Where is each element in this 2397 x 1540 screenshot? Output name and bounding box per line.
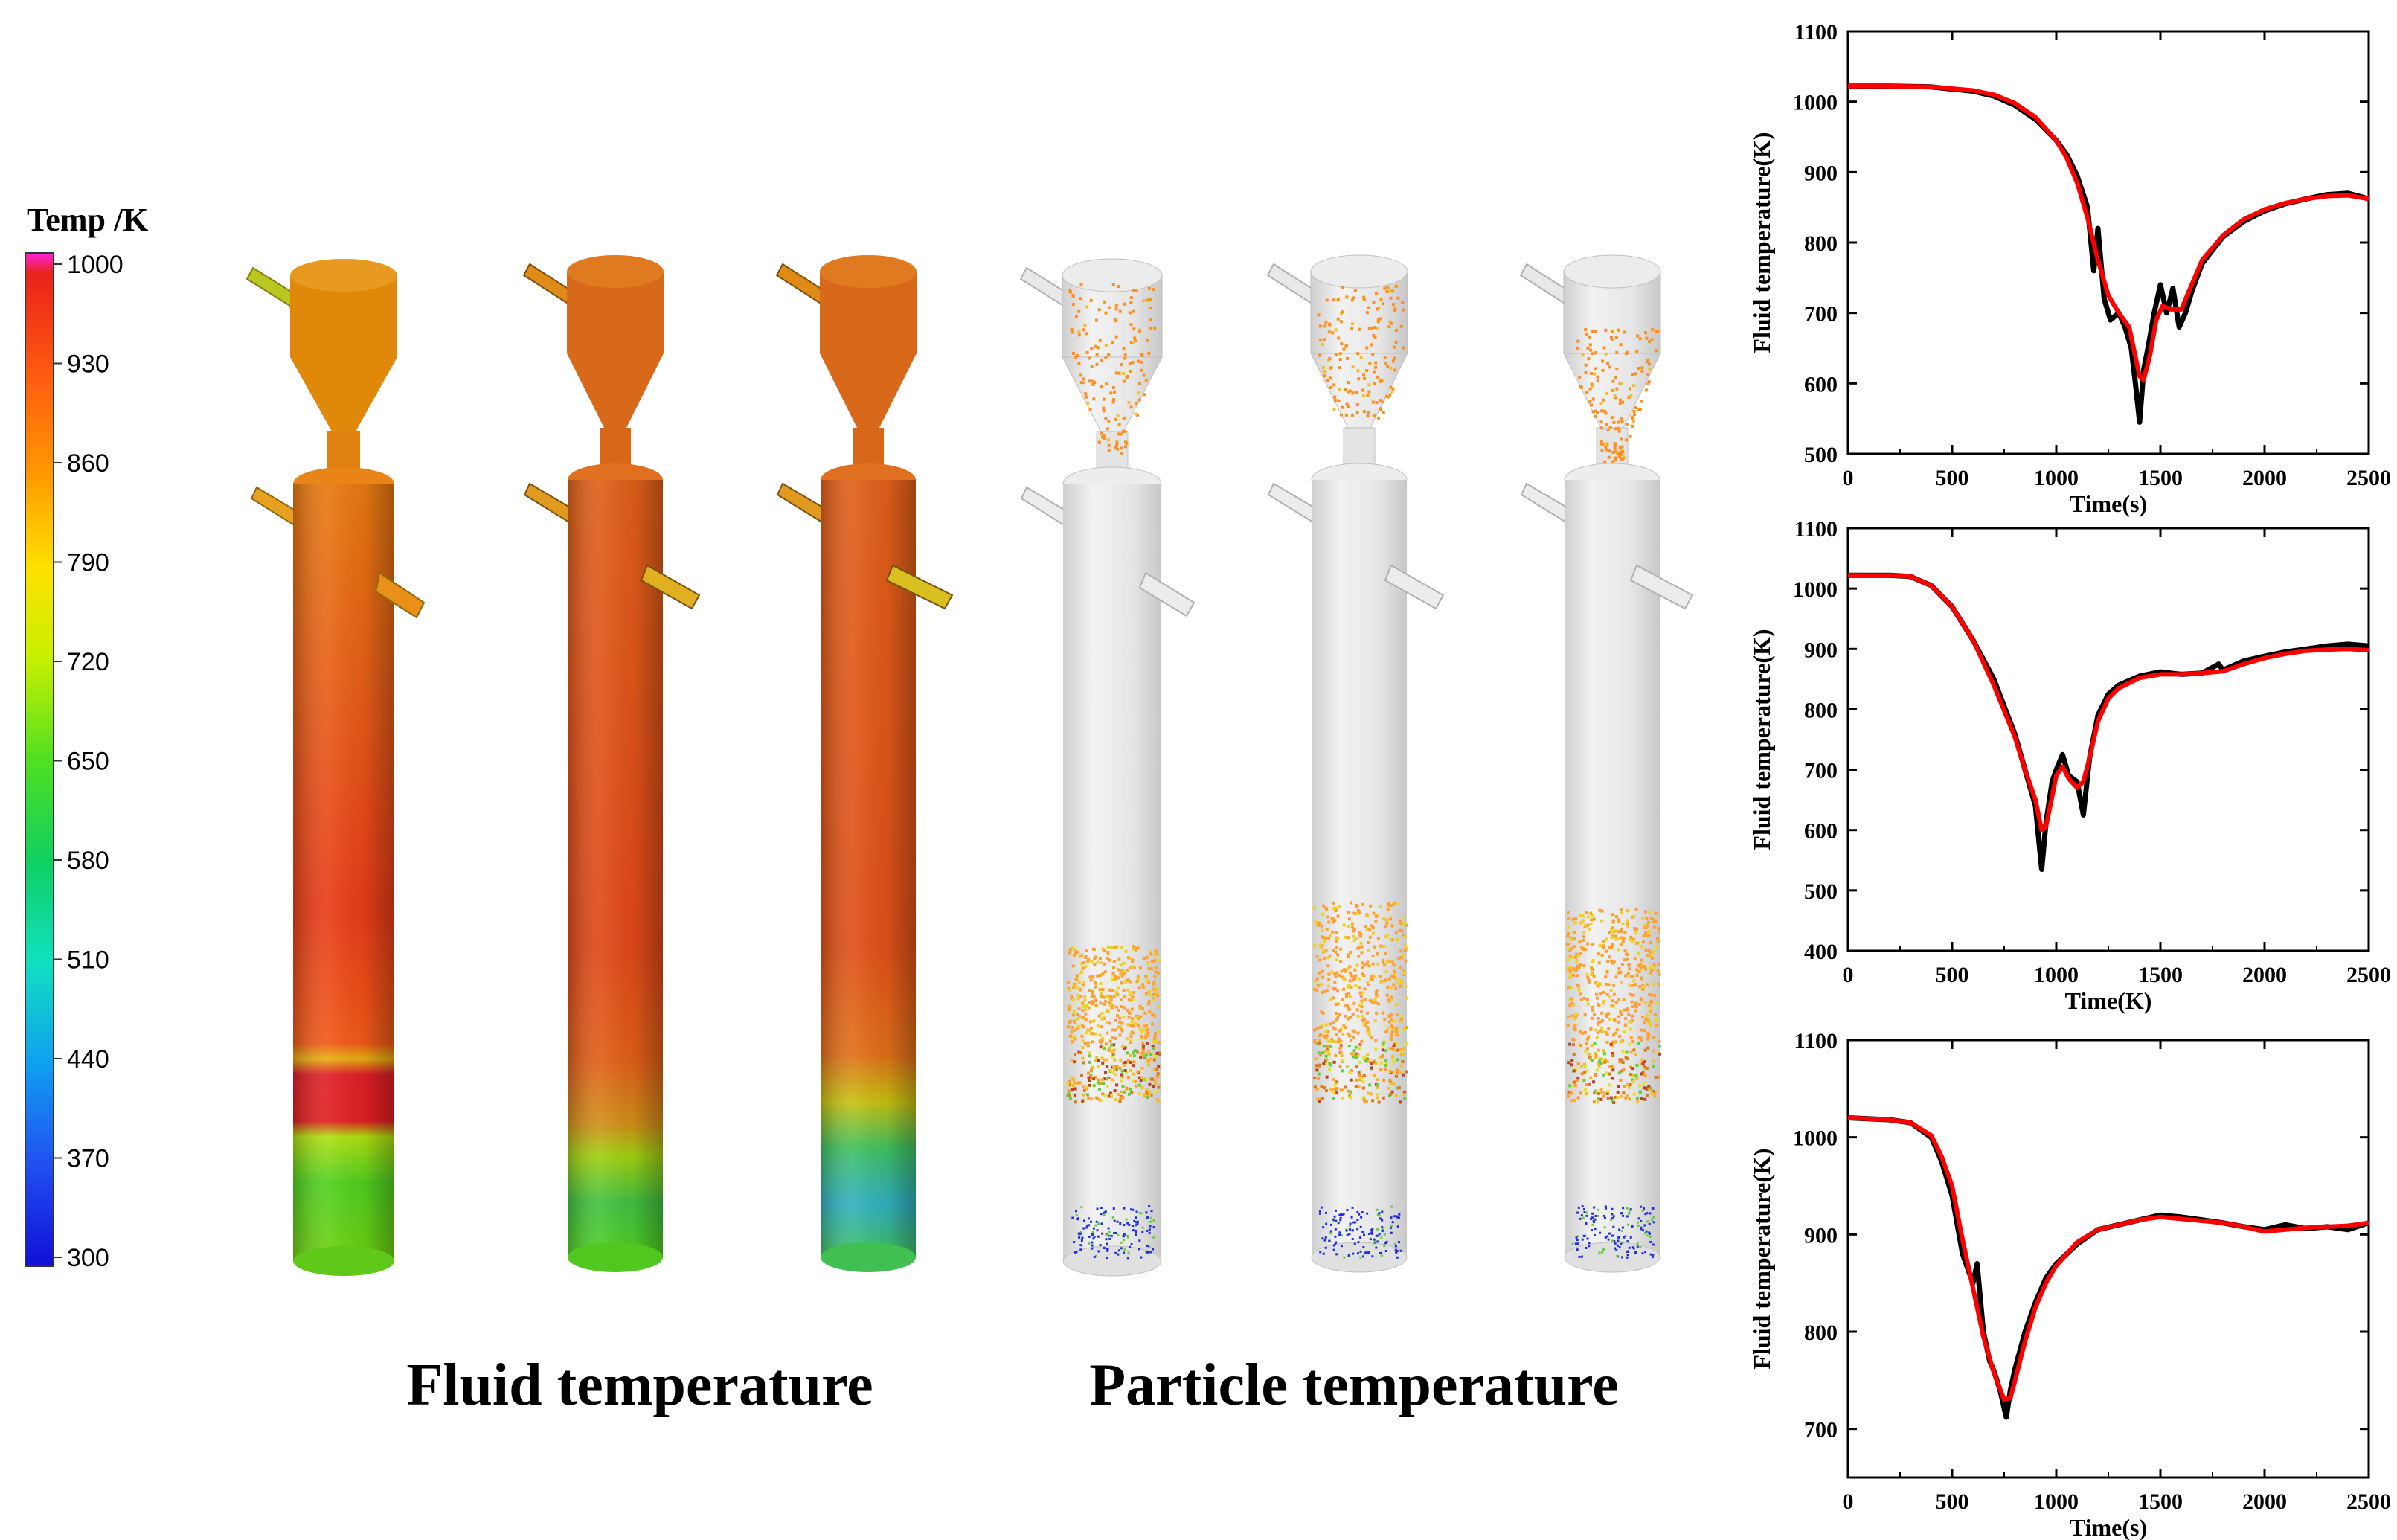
- chart-2: 0 500 1000 1500 2000 2500 400 500 600 700 800 900 10…: [1748, 517, 2391, 1014]
- colorbar: Temp /K 1000 930 860 790 720 650 580 510 440 370 3…: [25, 202, 148, 1272]
- y-tick-label: 900: [1804, 638, 1838, 662]
- y-tick-label: 1100: [1794, 517, 1838, 542]
- plot-area: [1846, 1039, 2370, 1479]
- x-axis-label: Time(s): [2070, 1514, 2147, 1540]
- colorbar-tick-label: 300: [67, 1244, 109, 1272]
- y-tick-label: 700: [1804, 759, 1838, 783]
- y-tick-label: 1000: [1793, 577, 1838, 602]
- fluid-column-1: [246, 259, 426, 1276]
- y-tick-label: 600: [1804, 372, 1838, 397]
- x-tick-label: 1000: [2034, 963, 2079, 987]
- caption-fluid-temperature: Fluid temperature: [406, 1353, 873, 1418]
- colorbar-tick-label: 510: [67, 946, 109, 975]
- colorbar-title: Temp /K: [27, 202, 148, 238]
- x-tick-label: 0: [1843, 1489, 1854, 1514]
- y-tick-label: 1100: [1794, 20, 1838, 45]
- plot-area: [1846, 527, 2370, 952]
- colorbar-gradient: [25, 252, 54, 1267]
- particle-column-2: [1266, 254, 1445, 1273]
- fluid-column-3: [775, 255, 954, 1272]
- y-tick-label: 900: [1804, 1223, 1838, 1248]
- x-tick-label: 1000: [2034, 466, 2079, 490]
- y-tick-label: 500: [1804, 879, 1838, 904]
- x-tick-label: 1500: [2138, 1489, 2183, 1514]
- series-line-red: [1847, 1115, 2369, 1402]
- colorbar-tick-label: 1000: [67, 251, 123, 279]
- x-tick-label: 1500: [2138, 963, 2183, 987]
- particle-temperature-panel: [1019, 254, 1694, 1277]
- x-tick-label: 500: [1936, 1489, 1969, 1514]
- y-tick-label: 600: [1804, 819, 1838, 844]
- x-tick-label: 2500: [2346, 466, 2391, 490]
- y-tick-label: 700: [1804, 1418, 1838, 1443]
- colorbar-tick-label: 860: [67, 449, 109, 478]
- series-line-red: [1848, 83, 2369, 382]
- fluid-temperature-panel: [246, 255, 954, 1276]
- particle-cloud: [1066, 283, 1661, 1260]
- plot-area: [1846, 30, 2370, 455]
- temperature-charts: 0 500 1000 1500 2000 250050060070080090010001…: [1748, 20, 2391, 1540]
- y-tick-label: 1000: [1793, 91, 1838, 115]
- series-line-red: [1848, 573, 2369, 832]
- fluid-column-2: [522, 255, 701, 1272]
- y-tick-label: 1000: [1793, 1126, 1838, 1151]
- caption-particle-temperature: Particle temperature: [1089, 1353, 1618, 1418]
- x-tick-label: 0: [1843, 466, 1854, 490]
- x-tick-label: 0: [1843, 963, 1854, 987]
- x-tick-label: 1500: [2138, 466, 2183, 490]
- x-tick-label: 1000: [2034, 1489, 2079, 1514]
- colorbar-tick-label: 720: [67, 648, 109, 676]
- y-tick-label: 700: [1804, 302, 1838, 327]
- x-tick-label: 2000: [2242, 466, 2287, 490]
- x-tick-label: 500: [1936, 963, 1969, 987]
- chart-1: 0 500 1000 1500 2000 250050060070080090010001…: [1748, 20, 2391, 517]
- y-tick-label: 500: [1804, 443, 1838, 467]
- y-tick-label: 900: [1804, 161, 1838, 185]
- colorbar-tick-label: 650: [67, 748, 109, 776]
- chart-3: 0 500 1000 1500 2000 2500 700 800 900 1000 1100 Tim…: [1748, 1029, 2391, 1540]
- x-tick-label: 500: [1936, 466, 1969, 490]
- y-axis-label: Fluid temperature(K): [1748, 629, 1775, 850]
- particle-column-3: [1519, 254, 1694, 1273]
- y-tick-label: 800: [1804, 698, 1838, 722]
- x-axis-label: Time(K): [2065, 987, 2152, 1014]
- y-axis-label: Fluid temperature(K): [1748, 1148, 1775, 1369]
- x-tick-label: 2500: [2346, 963, 2391, 987]
- y-tick-label: 800: [1804, 231, 1838, 256]
- x-tick-label: 2000: [2242, 963, 2287, 987]
- x-axis-label: Time(s): [2070, 490, 2147, 517]
- particle-column-1: [1019, 258, 1196, 1277]
- y-tick-label: 800: [1804, 1321, 1838, 1345]
- x-tick-label: 2500: [2346, 1489, 2391, 1514]
- y-axis-label: Fluid temperature(K): [1748, 132, 1775, 353]
- colorbar-tick-label: 790: [67, 549, 109, 577]
- y-tick-label: 400: [1804, 940, 1838, 964]
- colorbar-tick-label: 440: [67, 1045, 109, 1074]
- colorbar-tick-label: 930: [67, 350, 109, 379]
- colorbar-tick-label: 370: [67, 1145, 109, 1173]
- x-tick-label: 2000: [2242, 1489, 2287, 1514]
- colorbar-ticks: 1000 930 860 790 720 650 580 510 440 370 300: [54, 251, 123, 1272]
- y-tick-label: 1100: [1794, 1029, 1838, 1053]
- colorbar-tick-label: 580: [67, 847, 109, 875]
